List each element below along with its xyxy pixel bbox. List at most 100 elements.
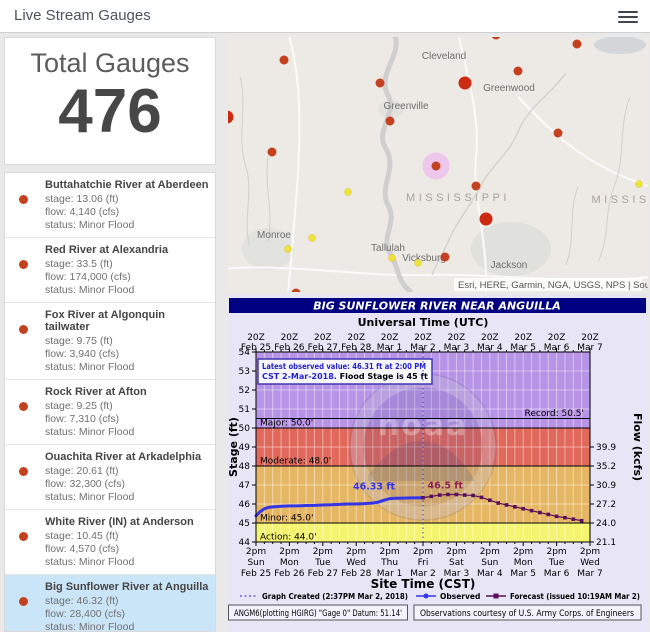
cst-tick-date: Mar 6 [544, 569, 570, 579]
map-gauge-dot-action[interactable] [414, 259, 422, 267]
map-gauge-dot-minor[interactable] [513, 66, 523, 76]
utc-tick-date: Feb 25 [241, 343, 271, 353]
gauge-list-item[interactable]: Buttahatchie River at Aberdeen stage: 13.… [5, 173, 215, 238]
cst-tick-day: Fri [418, 558, 429, 568]
gauge-name: White River (IN) at Anderson [45, 516, 194, 528]
cst-tick-date: Mar 5 [510, 569, 536, 579]
chart-title-bar [229, 298, 646, 313]
state-label: MISSISS [591, 194, 648, 206]
cst-tick-time: 2pm [279, 547, 299, 557]
forecast-marker [571, 517, 576, 521]
flood-line-label: Major: 50.0' [260, 419, 313, 429]
map-gauge-dot-action[interactable] [308, 234, 316, 242]
bottom-axis-label: Site Time (CST) [371, 577, 476, 591]
city-label: Tallulah [371, 243, 405, 254]
forecast-marker [521, 506, 525, 511]
flow-tick-label: 21.1 [596, 538, 616, 548]
cst-tick-date: Mar 3 [444, 569, 470, 579]
map-attribution: Esri, HERE, Garmin, NGA, USGS, NPS | Sou… [458, 280, 648, 291]
utc-tick-date: Feb 28 [341, 343, 372, 353]
map-gauge-dot-selected[interactable] [431, 161, 441, 171]
city-label: Vicksburg [402, 253, 446, 264]
cst-tick-day: Sat [449, 558, 464, 568]
utc-tick-label: 20Z [247, 333, 265, 343]
flood-zone-minor [256, 466, 590, 523]
cst-tick-time: 2pm [413, 547, 433, 557]
city-label: Greenwood [483, 83, 535, 94]
flood-line-label: Record: 50.5' [524, 409, 584, 419]
gauge-list-item[interactable]: Fox River at Algonquin tailwater stage: 9… [5, 303, 215, 380]
map-gauge-dot-minor[interactable] [375, 78, 385, 88]
map-gauge-dot-minor[interactable] [279, 55, 289, 65]
gauge-status-dot [19, 260, 28, 269]
flood-line-label: Minor: 45.0' [260, 514, 313, 524]
gauge-name: Buttahatchie River at Aberdeen [45, 179, 209, 191]
cst-tick-date: Mar 2 [410, 569, 436, 579]
gauge-detail-line: flow: 28,400 (cfs) [45, 608, 125, 620]
total-gauges-title: Total Gauges [30, 48, 190, 78]
stage-tick-label: 46 [239, 500, 251, 510]
map-gauge-dot-minor[interactable] [553, 128, 563, 138]
cst-tick-date: Mar 7 [577, 569, 603, 579]
forecast-marker [538, 510, 542, 515]
map-gauge-dot-minor[interactable] [471, 181, 481, 191]
map-gauge-dot-minor[interactable] [267, 147, 277, 157]
stage-tick-label: 47 [239, 481, 250, 491]
cst-tick-day: Wed [580, 558, 600, 568]
gauge-detail-line: status: Minor Flood [45, 491, 135, 503]
map-gauge-dot-action[interactable] [284, 245, 292, 253]
forecast-marker [479, 495, 484, 500]
city-label: Greenville [383, 101, 428, 112]
map-gauge-dot-minor[interactable] [572, 39, 582, 49]
map-gauge-dot-action[interactable] [635, 180, 643, 188]
gauge-list-item[interactable]: White River (IN) at Anderson stage: 10.45… [5, 510, 215, 575]
gauge-list-item[interactable]: Big Sunflower River at Anguilla stage: 46… [5, 575, 215, 631]
gauge-list-item[interactable]: Rock River at Afton stage: 9.25 (ft) flow:… [5, 380, 215, 445]
gauge-detail-line: stage: 10.45 (ft) [45, 530, 119, 542]
stage-tick-label: 53 [239, 367, 250, 377]
hamburger-menu-icon[interactable] [618, 8, 638, 24]
gauge-detail-line: stage: 9.25 (ft) [45, 400, 113, 412]
gauge-detail-line: flow: 4,570 (cfs) [45, 543, 120, 555]
forecast-marker [437, 493, 442, 497]
total-gauges-card: Total Gauges 476 [4, 37, 216, 165]
map-gauge-dot-minor[interactable] [291, 288, 301, 293]
gauge-list-item[interactable]: Red River at Alexandria stage: 33.5 (ft) f… [5, 238, 215, 303]
map-gauge-dot-moderate[interactable] [458, 76, 472, 90]
chart-title: BIG SUNFLOWER RIVER NEAR ANGUILLA [313, 300, 561, 313]
gauge-list-item[interactable]: Ouachita River at Arkadelphia stage: 20.6… [5, 445, 215, 510]
chart-legend: Graph Created (2:37PM Mar 2, 2018) Observ… [240, 592, 640, 601]
svg-text:Latest observed value: 46.31: Latest observed value: 46.31 ft at 2:00 … [262, 362, 426, 371]
gauge-name: Red River at Alexandria [45, 244, 169, 256]
map-attribution-bg [454, 278, 642, 291]
gauge-name: Big Sunflower River at Anguilla [45, 581, 209, 593]
map-canvas[interactable]: MISSISSIPPI MISSISS Cleveland Greenwood Gree… [228, 37, 648, 292]
flow-tick-label: 35.2 [596, 462, 616, 472]
flow-tick-label: 30.9 [596, 481, 616, 491]
cst-tick-day: Thu [380, 558, 398, 568]
cst-tick-day: Tue [314, 558, 331, 568]
map-gauge-dot-minor[interactable] [440, 252, 450, 262]
observed-value-label: 46.33 ft [353, 482, 395, 493]
map-gauge-dot-moderate[interactable] [228, 110, 234, 124]
gauge-detail-line: stage: 13.06 (ft) [45, 193, 119, 205]
utc-tick-label: 20Z [281, 333, 299, 343]
lake-shape [594, 37, 646, 54]
forecast-marker [579, 518, 584, 523]
cst-tick-day: Tue [548, 558, 565, 568]
cst-tick-date: Feb 25 [241, 569, 271, 579]
gauge-detail-line: flow: 32,300 (cfs) [45, 478, 125, 490]
gauge-detail-line: flow: 4,140 (cfs) [45, 206, 120, 218]
map-gauge-dot-moderate[interactable] [479, 212, 493, 226]
map-panel[interactable]: MISSISSIPPI MISSISS Cleveland Greenwood Gree… [228, 37, 648, 292]
map-gauge-dot-minor[interactable] [385, 116, 395, 126]
svg-text:Observations courtesy of U.S.: Observations courtesy of U.S. Army Corps… [420, 609, 635, 619]
map-gauge-dot-minor[interactable] [491, 37, 501, 40]
map-gauge-dot-action[interactable] [344, 188, 352, 196]
gauge-detail-line: status: Minor Flood [45, 284, 135, 296]
forecast-marker [462, 493, 467, 497]
gauge-detail-line: status: Minor Flood [45, 426, 135, 438]
map-gauge-dot-action[interactable] [388, 254, 396, 262]
gauge-detail-line: stage: 20.61 (ft) [45, 465, 119, 477]
